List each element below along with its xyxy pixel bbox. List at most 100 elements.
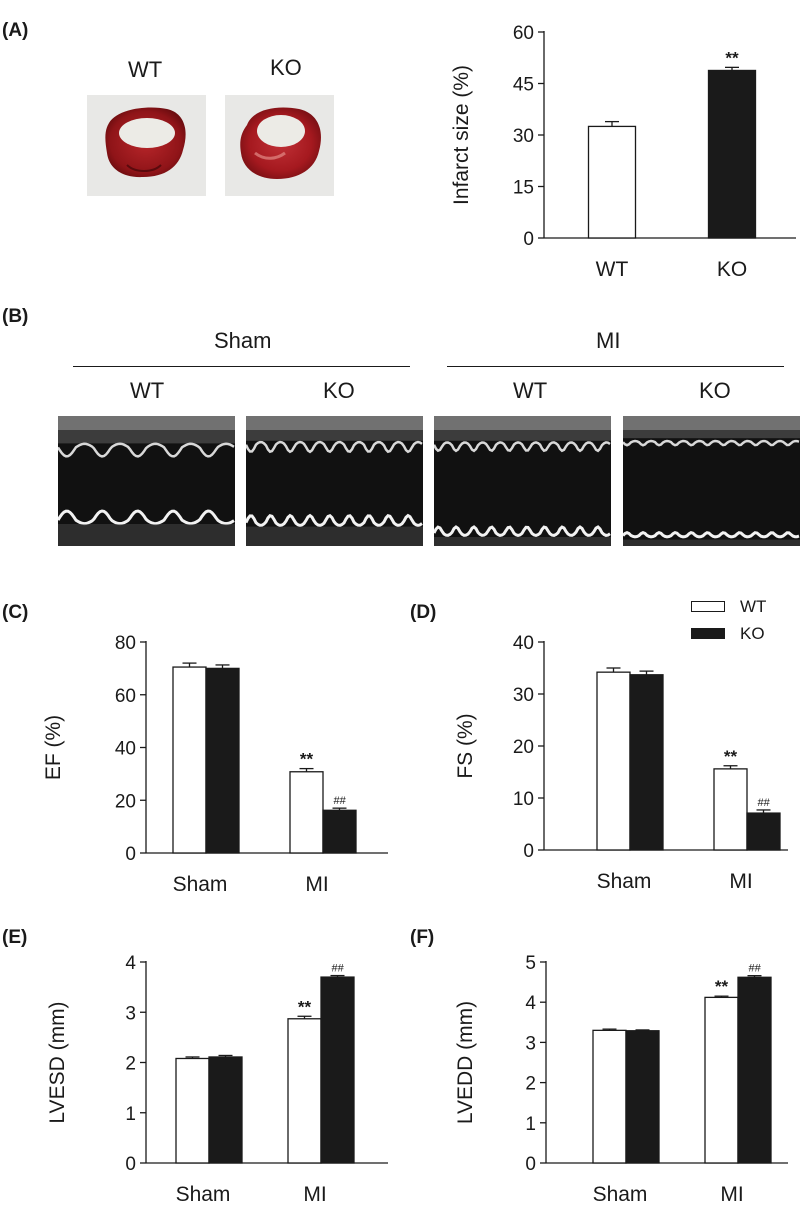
echo-posterior-trace	[58, 509, 235, 526]
y-tick-label-e: 1	[125, 1104, 136, 1125]
y-tick-label-e: 3	[125, 1003, 136, 1024]
y-tick-label-f: 5	[525, 953, 536, 974]
bar-d-sham-ko	[629, 674, 664, 851]
y-tick-label-f: 2	[525, 1074, 536, 1095]
y-axis-title-c: EF (%)	[42, 715, 65, 780]
y-tick-label-c: 40	[115, 739, 136, 760]
bar-f-sham-ko	[625, 1030, 660, 1164]
chart-lvedd: 0 1 2 3 4 5 LVEDD (mm) Sham ** ## MI	[454, 953, 788, 1205]
panel-label-f: (F)	[410, 927, 435, 948]
echo-group-mi: MI	[596, 328, 621, 353]
chart-infarct-size: 0 15 30 45 60 Infarct size (%) WT ** KO	[450, 23, 796, 281]
bar-c-sham-ko	[205, 667, 240, 854]
echo-image-sham-wt	[58, 416, 235, 546]
x-tick-label-f: MI	[720, 1183, 743, 1205]
legend-swatch-wt	[691, 601, 725, 612]
echo-group-sham: Sham	[214, 328, 272, 353]
echo-near-field	[58, 416, 235, 430]
y-axis-title-d: FS (%)	[454, 713, 477, 778]
legend-label-wt: WT	[740, 597, 767, 616]
echo-anterior-trace	[58, 442, 235, 458]
x-tick-label-a: KO	[717, 258, 747, 281]
bar-c-sham-wt	[172, 666, 207, 854]
bar-e-sham-wt	[175, 1057, 210, 1164]
bar-c-mi-ko	[322, 809, 357, 854]
echo-anterior-trace	[246, 440, 423, 454]
x-tick-label-c: Sham	[173, 873, 228, 896]
x-tick-label-d: MI	[729, 870, 752, 893]
y-tick-label-c: 60	[115, 686, 136, 707]
y-tick-label-c: 0	[125, 844, 136, 865]
echo-posterior-wall	[246, 526, 423, 546]
panel-label-a: (A)	[2, 20, 29, 41]
y-tick-label-f: 3	[525, 1033, 536, 1054]
echo-image-mi-wt	[434, 416, 611, 546]
bar-c-mi-wt	[289, 771, 324, 854]
echo-posterior-wall	[623, 539, 800, 546]
bar-e-mi-wt	[287, 1018, 322, 1164]
sham-group-rule	[73, 366, 410, 367]
bar-f-sham-wt	[592, 1029, 627, 1164]
chart-lvesd: 0 1 2 3 4 LVESD (mm) Sham ** ## MI	[46, 953, 388, 1205]
bar-a-ko	[707, 69, 757, 239]
heart-section-photo-ko	[225, 95, 334, 196]
echo-label-mi-wt: WT	[513, 378, 548, 403]
y-tick-label-e: 2	[125, 1054, 136, 1075]
x-tick-label-d: Sham	[597, 870, 652, 893]
y-tick-label-c: 20	[115, 791, 136, 812]
y-tick-label-a: 0	[523, 229, 534, 250]
panel-label-e: (E)	[2, 927, 28, 948]
y-axis-title-e: LVESD (mm)	[46, 1001, 69, 1123]
y-tick-label-f: 1	[525, 1114, 536, 1135]
echo-posterior-trace	[434, 525, 611, 537]
echo-label-sham-ko: KO	[323, 378, 355, 403]
echo-label-sham-wt: WT	[130, 378, 165, 403]
y-tick-label-d: 20	[513, 737, 534, 758]
echo-posterior-trace	[623, 530, 800, 539]
echo-anterior-wall	[58, 430, 235, 444]
significance-c-mi-ko: ##	[333, 795, 346, 807]
significance-f-mi-ko: ##	[748, 963, 761, 975]
heart-section-photo-wt	[87, 95, 206, 196]
y-tick-label-f: 4	[525, 993, 536, 1014]
y-axis-title-f: LVEDD (mm)	[454, 1001, 477, 1124]
bar-e-mi-ko	[320, 976, 355, 1164]
y-tick-label-f: 0	[525, 1154, 536, 1175]
x-tick-label-e: Sham	[176, 1183, 231, 1205]
echo-posterior-wall	[58, 524, 235, 546]
echo-anterior-trace	[434, 441, 611, 453]
photo-label-wt: WT	[128, 57, 163, 82]
bar-d-mi-wt	[713, 768, 748, 851]
chart-ef: 0 20 40 60 80 EF (%) Sham ** ## MI	[42, 633, 388, 896]
echo-posterior-trace	[246, 513, 423, 527]
significance-d-mi-ko: ##	[757, 797, 770, 809]
bar-a-wt	[587, 125, 637, 239]
legend-swatch-ko	[691, 628, 725, 639]
y-tick-label-a: 15	[513, 178, 534, 199]
echo-anterior-wall	[246, 430, 423, 441]
bar-d-sham-wt	[596, 671, 631, 851]
echo-posterior-wall	[434, 537, 611, 546]
echo-near-field	[623, 416, 800, 430]
y-tick-label-d: 10	[513, 789, 534, 810]
bar-d-mi-ko	[746, 812, 781, 851]
x-tick-label-a: WT	[596, 258, 629, 281]
x-tick-label-c: MI	[305, 873, 328, 896]
significance-d-mi-wt: **	[724, 747, 738, 766]
y-tick-label-d: 40	[513, 633, 534, 654]
significance-a-ko: **	[725, 48, 739, 67]
echo-anterior-trace	[623, 439, 800, 447]
bar-e-sham-ko	[208, 1056, 243, 1164]
mi-group-rule	[447, 366, 784, 367]
panel-label-b: (B)	[2, 306, 29, 327]
echo-image-sham-ko	[246, 416, 423, 546]
echo-near-field	[246, 416, 423, 430]
x-tick-label-f: Sham	[593, 1183, 648, 1205]
echo-label-mi-ko: KO	[699, 378, 731, 403]
panel-label-c: (C)	[2, 602, 29, 623]
significance-e-mi-ko: ##	[331, 963, 344, 975]
y-tick-label-d: 0	[523, 841, 534, 862]
legend-label-ko: KO	[740, 624, 765, 643]
significance-f-mi-wt: **	[715, 977, 729, 996]
echo-anterior-wall	[434, 430, 611, 441]
